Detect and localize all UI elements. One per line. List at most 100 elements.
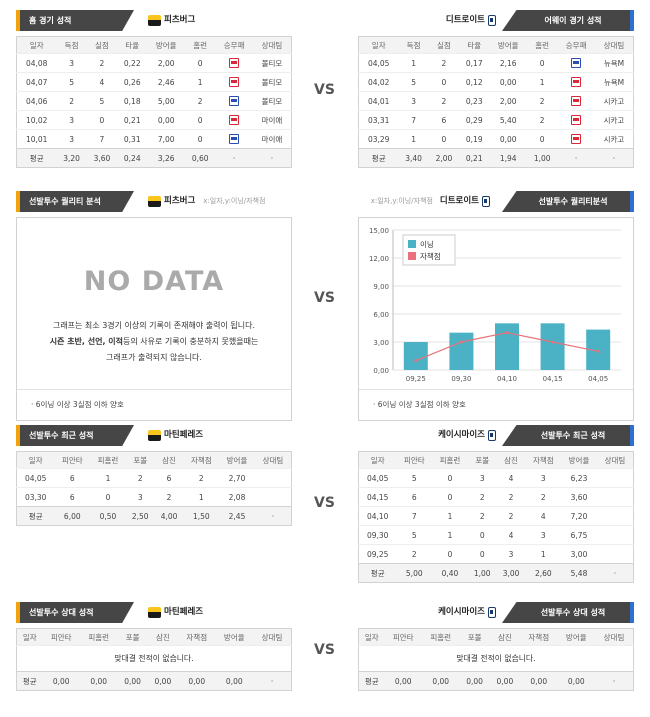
table-cell: 0,17 xyxy=(459,53,490,73)
table-cell: 1 xyxy=(185,72,216,92)
average-cell: 평균 xyxy=(358,148,399,168)
pitcher-name: 마틴페레즈 xyxy=(148,602,203,623)
column-header: 타율 xyxy=(117,36,148,54)
average-cell: 6,00 xyxy=(54,506,91,526)
recent-tab[interactable]: 선발투수 최근 성적 xyxy=(502,425,634,446)
team-name: x:일자,y:이닝/자책점 디트로이트 xyxy=(371,191,490,212)
table-cell: 2 xyxy=(86,53,118,73)
table-cell: 2,00 xyxy=(489,91,527,111)
column-header: 방어율 xyxy=(561,451,597,469)
table-cell: 3 xyxy=(125,487,155,507)
table-cell: 시카고 xyxy=(594,91,634,111)
table-cell: 0,31 xyxy=(117,129,148,149)
table-cell: 1 xyxy=(432,506,468,526)
table-cell: 0 xyxy=(428,72,460,92)
average-cell: 0,24 xyxy=(117,148,148,168)
table-cell: 0 xyxy=(432,468,468,488)
table-cell: 2 xyxy=(125,468,155,488)
average-cell: 0,00 xyxy=(557,671,596,691)
table-cell: 04,05 xyxy=(358,468,397,488)
column-header: 상대팀 xyxy=(596,451,634,469)
legend-label: 이닝 xyxy=(420,239,434,249)
table-cell: 0 xyxy=(185,110,216,130)
table-row: 04,05 5 0 3 4 3 6,23 xyxy=(358,468,634,488)
away-stats-tab[interactable]: 어웨이 경기 성적 xyxy=(502,10,634,31)
average-cell: 0,40 xyxy=(432,563,468,583)
recent-right-table: 일자 피안타 피홈런 포볼 삼진 자책점 방어율 상대팀 04,05 5 0 3 4 3 6,23 04,15… xyxy=(358,451,634,583)
vs-label: VS xyxy=(314,495,335,511)
innings-bar xyxy=(449,332,474,370)
average-cell: 5,48 xyxy=(561,563,597,583)
innings-bar xyxy=(403,342,428,370)
table-cell: 1 xyxy=(398,129,429,149)
quality-tab[interactable]: 선발투수 퀄리티 분석 xyxy=(16,191,134,212)
x-tick-label: 04,15 xyxy=(543,375,563,383)
table-cell xyxy=(215,53,253,73)
recent-tab[interactable]: 선발투수 최근 성적 xyxy=(16,425,134,446)
table-cell: 0 xyxy=(527,53,558,73)
average-cell: · xyxy=(596,563,634,583)
header-row: 일자 피안타 피홈런 포볼 삼진 자책점 방어율 상대팀 xyxy=(16,628,292,646)
earned-runs-point xyxy=(551,340,555,344)
table-cell: 마이애 xyxy=(252,129,292,149)
table-row: 04,06 2 5 0,18 5,00 2 볼티모 xyxy=(16,91,292,111)
tigers-logo-icon xyxy=(488,15,496,26)
table-cell: 2 xyxy=(185,91,216,111)
average-cell: · xyxy=(595,671,634,691)
table-cell: 6,75 xyxy=(561,525,597,545)
table-cell: 0,00 xyxy=(147,110,185,130)
table-cell: 04,10 xyxy=(358,506,397,526)
table-cell: 2,08 xyxy=(219,487,255,507)
table-cell: 2 xyxy=(154,487,184,507)
average-cell: 4,00 xyxy=(154,506,184,526)
table-row: 09,30 5 1 0 4 3 6,75 xyxy=(358,525,634,545)
table-cell xyxy=(215,129,253,149)
average-cell: 2,45 xyxy=(219,506,255,526)
table-cell: 3 xyxy=(496,544,526,564)
earned-runs-point xyxy=(505,331,509,335)
average-cell: 0,00 xyxy=(178,671,216,691)
y-tick-label: 3,00 xyxy=(373,339,389,347)
table-cell: 2 xyxy=(527,91,558,111)
empty-message: 맞대결 전적이 없습니다. xyxy=(16,645,292,672)
table-cell: 2 xyxy=(496,487,526,507)
table-cell: 0,19 xyxy=(459,129,490,149)
column-header: 득점 xyxy=(398,36,429,54)
table-cell xyxy=(557,91,595,111)
header-row: 일자 피안타 피홈런 포볼 삼진 자책점 방어율 상대팀 xyxy=(16,451,292,469)
y-tick-label: 12,00 xyxy=(369,255,389,263)
innings-bar xyxy=(540,323,565,370)
quality-tab[interactable]: 선발투수 퀄리티분석 xyxy=(502,191,634,212)
table-row: 03,30 6 0 3 2 1 2,08 xyxy=(16,487,292,507)
column-header: 삼진 xyxy=(154,451,184,469)
table-cell: 2 xyxy=(467,487,497,507)
table-cell: 시카고 xyxy=(594,129,634,149)
table-cell: 6 xyxy=(54,468,91,488)
home-stats-panel: 홈 경기 성적 피츠버그 일자 득점 실점 타율 방어율 홈런 승무패 상대팀 04,08 3 2 0… xyxy=(16,10,292,168)
versus-tab[interactable]: 선발투수 상대 성적 xyxy=(502,602,634,623)
column-header: 방어율 xyxy=(147,36,185,54)
table-cell: 5 xyxy=(86,91,118,111)
average-cell: 평균 xyxy=(16,506,55,526)
column-header: 일자 xyxy=(358,451,397,469)
average-cell: 1,50 xyxy=(183,506,220,526)
y-tick-label: 15,00 xyxy=(369,227,389,235)
table-cell: 2,16 xyxy=(489,53,527,73)
header-row: 일자 득점 실점 타율 방어율 홈런 승무패 상대팀 xyxy=(16,36,292,54)
table-cell: 2 xyxy=(56,91,87,111)
quality-box: 15,00 12,00 9,00 6,00 3,00 0,00 09,25 09,30 04,1… xyxy=(358,217,634,421)
header-row: 일자 득점 실점 타율 방어율 홈런 승무패 상대팀 xyxy=(358,36,634,54)
legend-swatch xyxy=(408,240,416,248)
axis-hint: x:일자,y:이닝/자책점 xyxy=(203,197,266,205)
home-stats-tab[interactable]: 홈 경기 성적 xyxy=(16,10,134,31)
average-row: 평균 3,40 2,00 0,21 1,94 1,00 · · xyxy=(358,148,634,168)
table-cell: 3 xyxy=(525,525,562,545)
tigers-logo-icon xyxy=(482,196,490,207)
pitcher-name: 케이시마이즈 xyxy=(438,425,496,446)
table-cell xyxy=(254,487,292,507)
average-cell: 0,00 xyxy=(215,671,254,691)
versus-tab[interactable]: 선발투수 상대 성적 xyxy=(16,602,134,623)
table-cell: 1 xyxy=(527,72,558,92)
result-badge-icon xyxy=(571,77,582,87)
earned-runs-point xyxy=(596,349,600,353)
